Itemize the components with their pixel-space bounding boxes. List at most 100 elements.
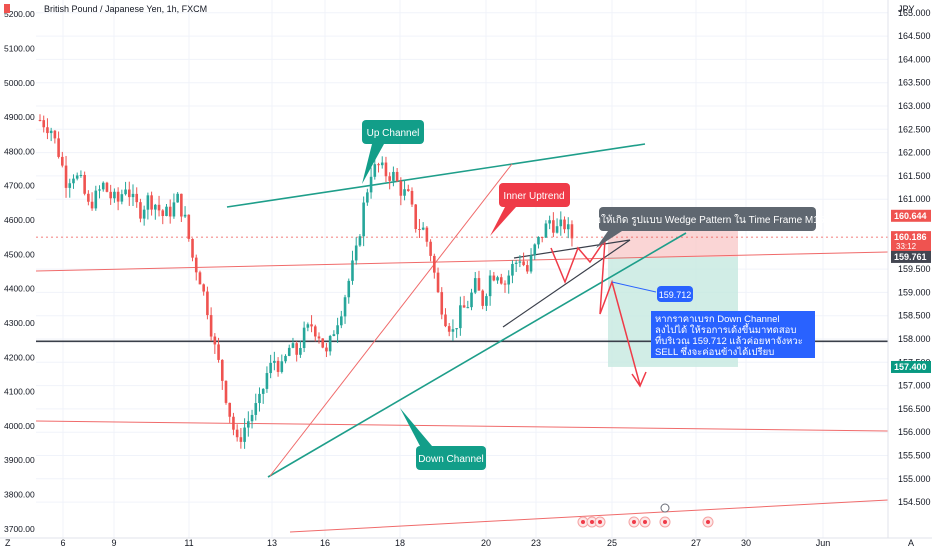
- projection-arrowhead: [631, 371, 647, 388]
- corner-left-label[interactable]: Z: [5, 538, 11, 548]
- candle-body: [90, 201, 94, 209]
- candle-body: [224, 380, 228, 403]
- candle-body: [276, 360, 280, 372]
- up-channel-label-text: Up Channel: [367, 128, 420, 139]
- right-tick-label: 163.500: [898, 78, 931, 88]
- time-tick-label: 11: [184, 538, 193, 548]
- event-icon-dot: [590, 520, 594, 524]
- candle-body: [466, 307, 470, 309]
- flag-icon[interactable]: [660, 503, 670, 513]
- candle-body: [340, 316, 343, 326]
- right-tick-label: 159.500: [898, 264, 931, 274]
- left-tick-label: 3700.00: [4, 524, 35, 534]
- candle-body: [384, 162, 388, 177]
- inner-uptrend-label-text: Inner Uptrend: [503, 191, 564, 202]
- trade-plan-line: SELL ซึ่งจะค่อนข้างได้เปรียบ: [655, 345, 774, 358]
- price-tag-text: 160.186: [894, 232, 927, 242]
- candle-body: [176, 193, 179, 203]
- right-tick-label: 162.000: [898, 148, 931, 158]
- time-axis: 6 9 11 13 16 18 20 23 25 27 30 Jun Z A: [0, 537, 932, 548]
- time-tick-label: 9: [111, 538, 116, 548]
- candle-body: [526, 265, 529, 272]
- candle-body: [127, 189, 131, 198]
- time-tick-label: Jun: [816, 538, 831, 548]
- candle-body: [410, 190, 414, 205]
- candle-body: [395, 171, 399, 182]
- candle-body: [570, 224, 574, 239]
- candle-body: [284, 355, 287, 362]
- candle-body: [72, 178, 75, 184]
- right-tick-label: 161.500: [898, 171, 931, 181]
- event-icon-dot: [643, 520, 647, 524]
- target-leader-line: [611, 281, 657, 293]
- time-tick-label: 30: [741, 538, 751, 548]
- candle-body: [336, 325, 339, 335]
- candle-body: [388, 176, 391, 181]
- inner-uptrend-label[interactable]: Inner Uptrend: [490, 183, 570, 236]
- candle-body: [198, 272, 202, 285]
- candle-body: [485, 296, 488, 306]
- candle-body: [68, 183, 72, 188]
- event-icon-dot: [581, 520, 585, 524]
- candle-body: [511, 263, 514, 276]
- candles: [38, 114, 574, 449]
- red-lower-line: [35, 420, 889, 432]
- time-tick-label: 6: [60, 538, 65, 548]
- candle-body: [418, 229, 421, 231]
- event-markers[interactable]: [577, 503, 714, 528]
- candle-body: [436, 272, 440, 293]
- right-tick-label: 158.500: [898, 311, 931, 321]
- candle-body: [161, 210, 165, 217]
- chart-header: British Pound / Japanese Yen, 1h, FXCM: [4, 4, 207, 14]
- candle-body: [247, 421, 250, 428]
- candle-body: [414, 204, 418, 230]
- trade-plan-line: ลงไปได้ ให้รอการเด้งขึ้นมาทดสอบ: [655, 323, 796, 336]
- candle-body: [291, 343, 295, 348]
- candle-body: [317, 336, 321, 339]
- candle-body: [57, 138, 60, 157]
- wedge-note-label[interactable]: รอให้เกิด รูปแบบ Wedge Pattern ใน Time F…: [590, 207, 825, 248]
- right-axis-bg: [888, 0, 932, 550]
- candle-body: [154, 204, 157, 210]
- candle-body: [269, 362, 272, 374]
- time-tick-label: 23: [531, 538, 541, 548]
- symbol-title[interactable]: British Pound / Japanese Yen, 1h, FXCM: [44, 4, 207, 14]
- candle-body: [313, 326, 317, 337]
- candle-body: [425, 227, 429, 242]
- wedge-note-label-text: รอให้เกิด รูปแบบ Wedge Pattern ใน Time F…: [590, 214, 825, 226]
- candle-body: [302, 327, 306, 349]
- trade-plan-line: หากราคาเบรก Down Channel: [655, 314, 780, 325]
- down-channel-label[interactable]: Down Channel: [400, 408, 486, 470]
- candle-body: [250, 414, 254, 422]
- candle-body: [473, 278, 477, 293]
- candle-body: [522, 261, 525, 266]
- candle-body: [555, 226, 559, 233]
- candle-body: [310, 324, 313, 327]
- trade-plan-line: ที่บริเวณ 159.712 แล้วค่อยหาจังหวะ: [655, 334, 803, 347]
- red-bottom-line: [289, 499, 889, 533]
- candle-body: [146, 195, 150, 210]
- candle-body: [563, 219, 566, 230]
- candle-body: [64, 165, 68, 188]
- candle-body: [369, 176, 373, 193]
- candle-body: [109, 191, 112, 199]
- up-channel-label[interactable]: Up Channel: [362, 120, 424, 184]
- inner-uptrend-label-box: [499, 183, 570, 207]
- candle-body: [481, 290, 484, 306]
- right-tick-label: 161.000: [898, 194, 931, 204]
- corner-right-label[interactable]: A: [908, 538, 914, 548]
- left-tick-label: 4600.00: [4, 215, 35, 225]
- candle-body: [496, 277, 499, 281]
- down-channel-label-tail: [400, 408, 432, 446]
- candle-body: [462, 305, 466, 308]
- target-price-tag[interactable]: 159.712: [657, 286, 693, 302]
- candle-body: [347, 280, 351, 298]
- wedge-note-label-tail: [596, 231, 622, 248]
- candle-body: [529, 255, 533, 272]
- price-tag: 160.644: [891, 209, 931, 222]
- candle-body: [202, 284, 205, 292]
- candle-body: [135, 193, 139, 203]
- target-price-tag-text: 159.712: [659, 290, 692, 300]
